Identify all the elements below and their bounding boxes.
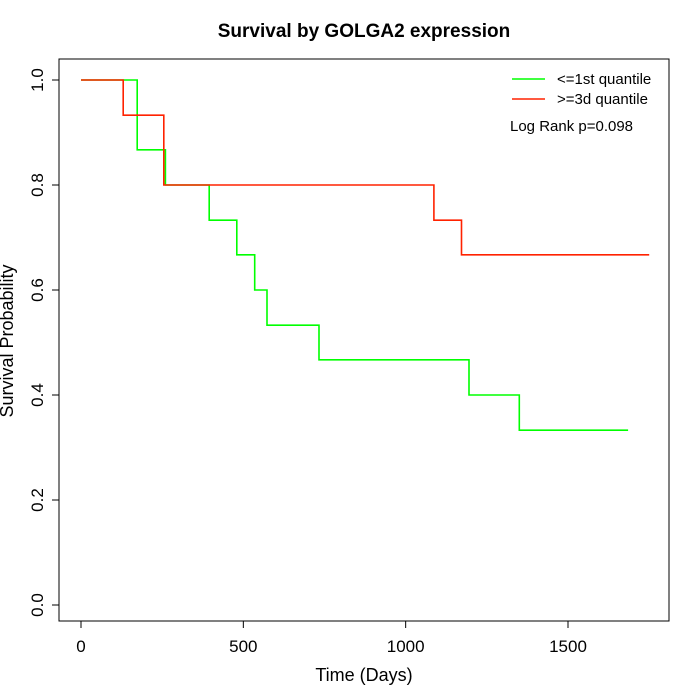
y-tick-label: 0.2: [28, 488, 47, 512]
y-tick-label: 0.6: [28, 278, 47, 302]
x-tick-label: 1500: [549, 637, 587, 656]
series-line-2: [81, 79, 650, 256]
chart-title: Survival by GOLGA2 expression: [218, 21, 511, 42]
x-tick-label: 500: [229, 637, 257, 656]
x-axis-label: Time (Days): [315, 665, 412, 685]
y-tick-label: 0.8: [28, 173, 47, 197]
y-tick-label: 0.4: [28, 383, 47, 407]
x-tick-label: 1000: [387, 637, 425, 656]
y-axis: 0.0 0.2 0.4 0.6 0.8 1.0: [28, 68, 60, 617]
legend-label-2: >=3d quantile: [557, 91, 648, 108]
x-tick-label: 0: [76, 637, 85, 656]
y-tick-label: 0.0: [28, 593, 47, 617]
logrank-annotation: Log Rank p=0.098: [510, 118, 633, 135]
y-tick-label: 1.0: [28, 68, 47, 92]
series-line-1: [81, 79, 629, 431]
x-axis: 0 500 1000 1500: [76, 620, 587, 656]
legend: <=1st quantile >=3d quantile: [512, 71, 651, 108]
legend-label-1: <=1st quantile: [557, 71, 651, 88]
y-axis-label: Survival Probability: [0, 264, 17, 417]
plot-frame: [58, 58, 670, 622]
survival-curves: [81, 79, 650, 431]
